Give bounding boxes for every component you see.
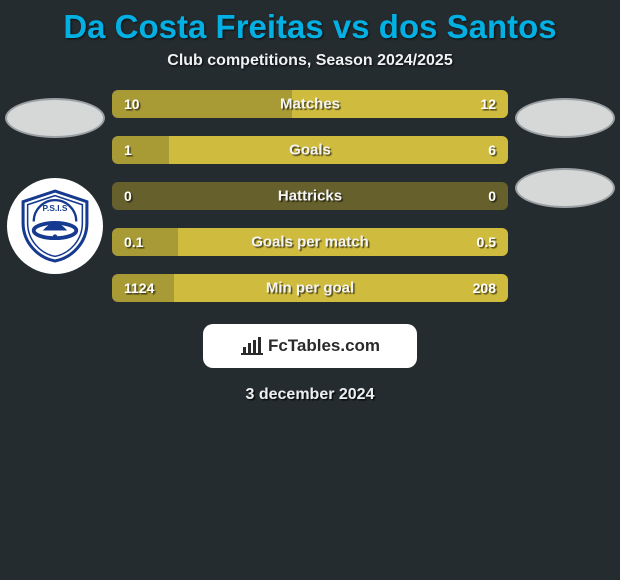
bar-label: Goals per match [251,234,369,251]
player-right-avatar [515,98,615,138]
bar-right-segment [169,136,508,164]
metric-bar: Goals 1 6 [112,136,508,164]
player-left-club-badge: P.S.I.S [7,178,103,274]
date-line: 3 december 2024 [0,368,620,404]
bar-right-value: 0.5 [477,234,496,250]
right-player-column [510,90,620,208]
bar-label: Matches [280,96,340,113]
bar-left-value: 10 [124,96,140,112]
subtitle: Club competitions, Season 2024/2025 [0,52,620,90]
page-title: Da Costa Freitas vs dos Santos [0,0,620,52]
bar-left-value: 1 [124,142,132,158]
bar-left-segment [112,228,178,256]
bar-label: Min per goal [266,280,354,297]
player-left-avatar [5,98,105,138]
bar-left-segment [112,136,169,164]
bar-right-value: 12 [480,96,496,112]
left-player-column: P.S.I.S [0,90,110,274]
metric-bar: Goals per match 0.1 0.5 [112,228,508,256]
bar-chart-icon [240,335,264,357]
metric-bar: Hattricks 0 0 [112,182,508,210]
comparison-chart: P.S.I.S Matches 10 12 Goals 1 6 Hattricks 0 0 Goa… [0,90,620,302]
metric-bar: Matches 10 12 [112,90,508,118]
bar-left-value: 0 [124,188,132,204]
bar-right-value: 208 [473,280,496,296]
metric-bars: Matches 10 12 Goals 1 6 Hattricks 0 0 Goals per m… [110,90,510,302]
brand-card[interactable]: FcTables.com [203,324,417,368]
bar-label: Hattricks [278,188,342,205]
svg-text:P.S.I.S: P.S.I.S [43,203,68,213]
metric-bar: Min per goal 1124 208 [112,274,508,302]
bar-right-value: 0 [488,188,496,204]
bar-label: Goals [289,142,331,159]
bar-left-value: 1124 [124,280,154,296]
brand-label: FcTables.com [268,336,380,356]
bar-right-value: 6 [488,142,496,158]
player-right-club-placeholder [515,168,615,208]
club-crest-icon: P.S.I.S [17,188,93,264]
bar-left-value: 0.1 [124,234,143,250]
